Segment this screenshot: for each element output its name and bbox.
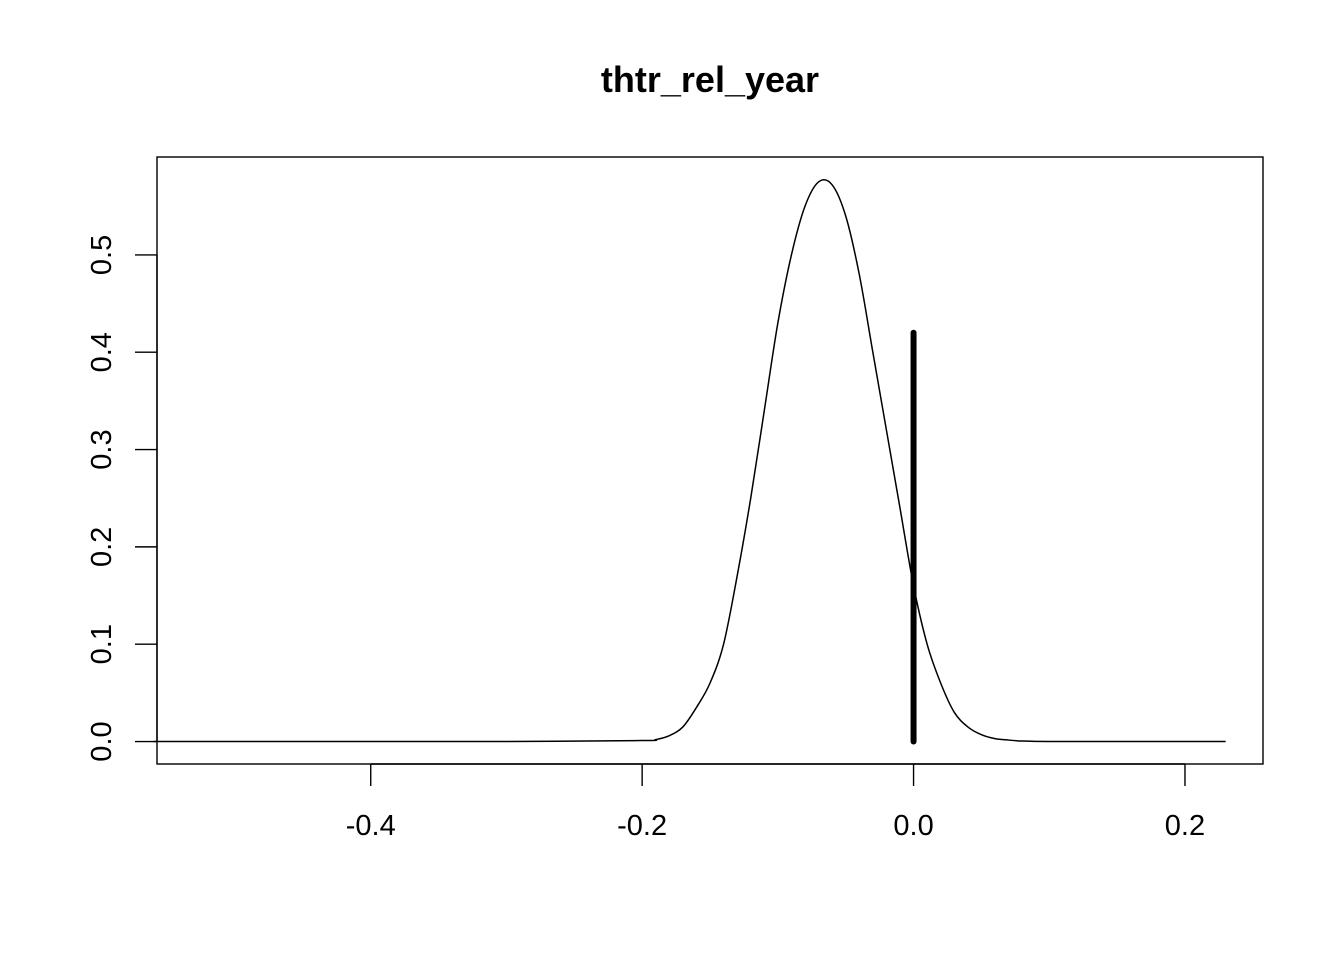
density-curve	[153, 179, 1226, 743]
y-tick-label: 0.2	[86, 527, 118, 567]
x-axis: -0.4 -0.2 0.0 0.2	[346, 763, 1205, 842]
x-tick-label: 0.2	[1165, 810, 1205, 842]
y-axis: 0.0 0.1 0.2 0.3 0.4 0.5	[86, 235, 158, 762]
x-tick-label: -0.4	[346, 810, 396, 842]
x-tick-label: -0.2	[617, 810, 667, 842]
y-tick-label: 0.4	[86, 332, 118, 372]
y-tick-label: 0.1	[86, 624, 118, 664]
y-tick-label: 0.0	[86, 721, 118, 761]
y-tick-label: 0.3	[86, 429, 118, 469]
x-tick-label: 0.0	[893, 810, 933, 842]
y-tick-label: 0.5	[86, 235, 118, 275]
plot-area-frame	[156, 156, 1264, 765]
chart-title: thtr_rel_year	[601, 59, 819, 100]
